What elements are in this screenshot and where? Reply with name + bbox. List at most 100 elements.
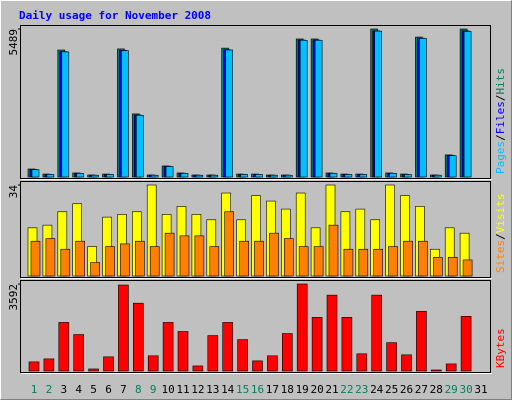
bar: [298, 246, 309, 277]
bar: [314, 39, 323, 178]
bar: [180, 173, 189, 178]
x-tick-label: 26: [400, 383, 413, 396]
x-tick-label: 2: [46, 383, 53, 396]
bar: [28, 361, 40, 372]
bar: [373, 248, 384, 277]
legend-separator: /: [494, 233, 507, 240]
bar: [255, 174, 263, 178]
bar: [207, 335, 219, 372]
bar: [252, 360, 263, 372]
bar: [267, 355, 278, 372]
bar: [31, 169, 40, 178]
x-tick-label: 9: [150, 383, 157, 396]
bar: [192, 365, 204, 372]
bar: [403, 240, 413, 277]
bar: [433, 174, 442, 178]
bar: [90, 262, 100, 277]
panel: [20, 280, 491, 373]
x-tick-label: 3: [60, 383, 67, 396]
bar: [147, 355, 159, 372]
bar: [344, 174, 353, 178]
bar: [430, 369, 442, 372]
bar: [284, 174, 293, 178]
bar: [358, 248, 369, 277]
y-tick-label: 5489: [7, 29, 20, 56]
y-tick-label: 3592: [7, 284, 20, 311]
x-tick-label: 17: [266, 383, 279, 396]
x-tick-label: 28: [430, 383, 443, 396]
bar: [45, 238, 56, 277]
legend-entry: Files: [494, 101, 507, 134]
bar: [328, 224, 339, 277]
x-tick-label: 25: [385, 383, 398, 396]
bar: [404, 174, 412, 178]
bar: [105, 246, 115, 277]
x-tick-label: 12: [191, 383, 204, 396]
bar: [269, 232, 279, 277]
x-tick-label: 21: [325, 383, 338, 396]
legend: Pages/Files/Hits: [494, 68, 507, 174]
bar: [270, 174, 278, 178]
x-tick-label: 30: [459, 383, 472, 396]
legend: Sites/Visits: [494, 194, 507, 274]
bar: [30, 240, 41, 277]
bar: [389, 173, 397, 178]
x-tick-label: 31: [474, 383, 487, 396]
bar: [209, 246, 220, 277]
legend-separator: /: [494, 95, 507, 102]
bar: [359, 174, 368, 178]
bar: [210, 174, 219, 178]
bar: [135, 240, 145, 277]
bar: [329, 173, 338, 178]
bar: [448, 155, 457, 178]
x-tick-label: 14: [221, 383, 235, 396]
bar: [299, 39, 308, 178]
bar: [432, 256, 443, 277]
bar: [149, 246, 160, 277]
x-tick-label: 13: [206, 383, 219, 396]
bar: [326, 294, 338, 372]
bar: [237, 339, 248, 372]
bar: [91, 174, 99, 178]
bar: [296, 283, 308, 372]
x-tick-label: 1: [31, 383, 38, 396]
x-tick-label: 10: [161, 383, 174, 396]
bar: [240, 174, 248, 178]
bar: [462, 259, 473, 277]
legend-entry: Sites: [494, 240, 507, 273]
bar: [416, 310, 427, 372]
bar: [311, 317, 323, 372]
x-tick-label: 4: [75, 383, 82, 396]
x-tick-label: 11: [176, 383, 189, 396]
bar: [224, 211, 234, 277]
bar: [460, 316, 472, 372]
bar: [447, 256, 458, 277]
x-tick-label: 24: [370, 383, 384, 396]
panel: [20, 25, 491, 179]
bar: [281, 333, 293, 372]
bar: [195, 174, 204, 178]
bar: [162, 322, 174, 372]
legend-separator: /: [494, 134, 507, 141]
bar: [445, 363, 457, 372]
bar: [386, 342, 397, 372]
legend-entry: Visits: [494, 194, 507, 234]
bar: [341, 317, 353, 372]
bar: [356, 353, 368, 372]
legend-entry: KBytes: [494, 328, 507, 368]
x-tick-label: 5: [90, 383, 97, 396]
bar: [120, 243, 130, 277]
bar: [371, 294, 383, 372]
legend-entry: Pages: [494, 141, 507, 174]
bar: [374, 30, 383, 178]
bar: [254, 240, 264, 277]
bar: [388, 246, 398, 277]
bar: [194, 235, 205, 277]
bar: [225, 49, 233, 178]
x-tick-label: 22: [340, 383, 353, 396]
legend: KBytes: [494, 328, 507, 368]
bar: [76, 173, 84, 178]
bar: [60, 248, 71, 277]
x-tick-label: 18: [281, 383, 294, 396]
